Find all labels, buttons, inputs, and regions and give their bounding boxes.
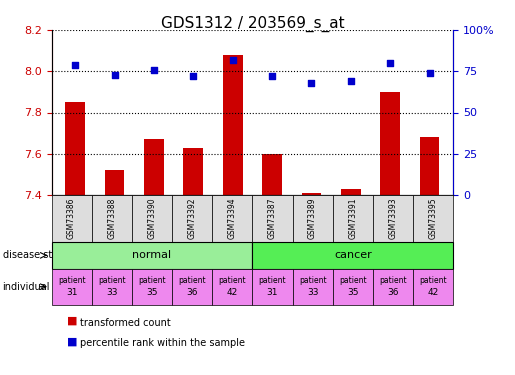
Text: cancer: cancer <box>334 251 372 260</box>
Text: ■: ■ <box>67 336 77 346</box>
Point <box>307 80 316 86</box>
Point <box>425 70 434 76</box>
Bar <box>183 148 203 195</box>
Bar <box>262 154 282 195</box>
Bar <box>144 140 164 195</box>
Text: normal: normal <box>132 251 171 260</box>
Bar <box>302 193 321 195</box>
Text: 36: 36 <box>387 288 399 297</box>
Text: GSM73386: GSM73386 <box>67 198 76 239</box>
Text: patient: patient <box>178 276 206 285</box>
Text: patient: patient <box>58 276 85 285</box>
Text: GSM73392: GSM73392 <box>187 198 197 239</box>
Text: GSM73389: GSM73389 <box>308 198 317 239</box>
Text: 42: 42 <box>427 288 439 297</box>
Bar <box>341 189 360 195</box>
Text: GSM73388: GSM73388 <box>107 198 116 239</box>
Bar <box>223 55 243 195</box>
Text: disease state: disease state <box>3 251 67 260</box>
Text: percentile rank within the sample: percentile rank within the sample <box>80 338 245 348</box>
Text: GSM73395: GSM73395 <box>428 198 438 239</box>
Bar <box>381 92 400 195</box>
Text: 42: 42 <box>227 288 238 297</box>
Point <box>150 67 158 73</box>
Bar <box>105 170 124 195</box>
Text: patient: patient <box>299 276 327 285</box>
Text: GSM73390: GSM73390 <box>147 198 157 239</box>
Point <box>268 73 276 79</box>
Point <box>189 73 197 79</box>
Text: GSM73387: GSM73387 <box>268 198 277 239</box>
Text: individual: individual <box>3 282 50 292</box>
Text: 31: 31 <box>267 288 278 297</box>
Text: GSM73391: GSM73391 <box>348 198 357 239</box>
Text: 36: 36 <box>186 288 198 297</box>
Point <box>71 62 79 68</box>
Text: 31: 31 <box>66 288 77 297</box>
Text: 33: 33 <box>106 288 117 297</box>
Text: patient: patient <box>379 276 407 285</box>
Text: 35: 35 <box>146 288 158 297</box>
Text: patient: patient <box>218 276 246 285</box>
Text: patient: patient <box>138 276 166 285</box>
Text: patient: patient <box>98 276 126 285</box>
Text: transformed count: transformed count <box>80 318 170 328</box>
Text: 35: 35 <box>347 288 358 297</box>
Point <box>347 78 355 84</box>
Bar <box>65 102 85 195</box>
Text: 33: 33 <box>307 288 318 297</box>
Point <box>229 57 237 63</box>
Text: patient: patient <box>259 276 286 285</box>
Text: GSM73393: GSM73393 <box>388 198 398 239</box>
Text: patient: patient <box>419 276 447 285</box>
Text: ■: ■ <box>67 316 77 326</box>
Text: GDS1312 / 203569_s_at: GDS1312 / 203569_s_at <box>161 16 344 32</box>
Text: GSM73394: GSM73394 <box>228 198 237 239</box>
Point <box>110 72 118 78</box>
Text: patient: patient <box>339 276 367 285</box>
Bar <box>420 137 439 195</box>
Point <box>386 60 394 66</box>
